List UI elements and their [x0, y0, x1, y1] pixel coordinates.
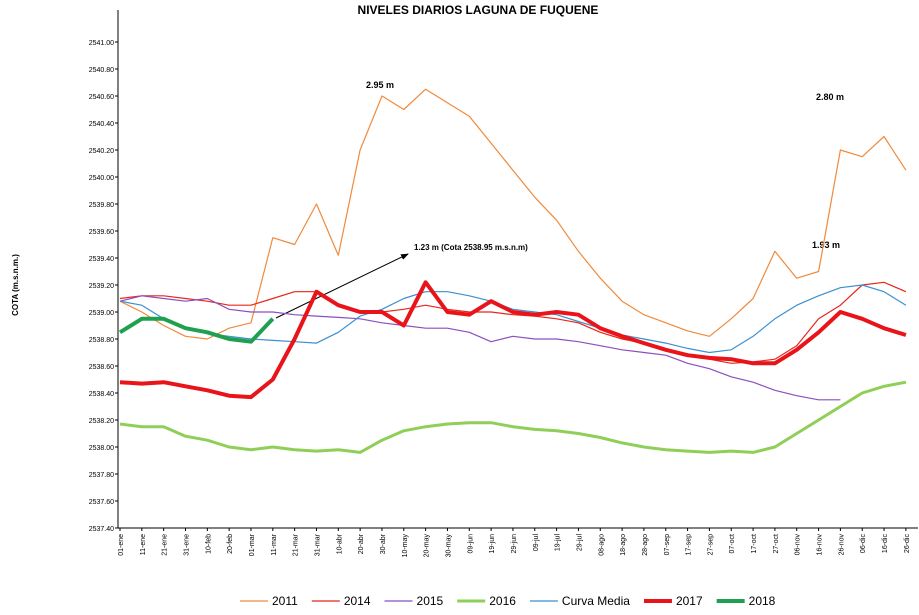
x-tick-label: 18-ago — [620, 534, 627, 556]
x-tick-label: 20-feb — [227, 534, 234, 554]
y-tick-label: 2538.80 — [89, 337, 114, 344]
x-tick-label: 10-abr — [336, 533, 343, 554]
x-tick-label: 30-abr — [380, 533, 387, 554]
x-tick-label: 26-nov — [838, 534, 845, 556]
x-tick-label: 10-feb — [205, 534, 212, 554]
y-tick-label: 2539.20 — [89, 283, 114, 290]
series-line — [118, 316, 275, 344]
x-tick-label: 07-sep — [664, 534, 671, 556]
legend-label: 2016 — [489, 594, 516, 608]
x-tick-label: 09-jul — [533, 534, 540, 552]
x-tick-label: 16-dic — [882, 534, 889, 554]
x-tick-label: 19-jul — [555, 534, 562, 552]
x-tick-label: 08-ago — [598, 534, 605, 556]
y-tick-label: 2541.00 — [89, 40, 114, 47]
series-line — [119, 88, 907, 340]
y-tick-label: 2538.00 — [89, 445, 114, 452]
x-tick-label: 11-ene — [140, 534, 147, 555]
y-tick-label: 2537.60 — [89, 499, 114, 506]
y-tick-label: 2538.40 — [89, 391, 114, 398]
x-tick-label: 30-may — [445, 534, 452, 558]
annotation: 1.93 m — [812, 240, 840, 250]
x-tick-label: 27-oct — [773, 534, 780, 554]
series-line — [119, 280, 907, 400]
series-line — [119, 380, 907, 454]
x-tick-label: 31-ene — [183, 534, 190, 556]
annotation-arrow — [275, 253, 409, 319]
x-tick-label: 17-oct — [751, 534, 758, 554]
y-tick-label: 2538.60 — [89, 364, 114, 371]
x-tick-label: 20-may — [424, 534, 431, 558]
y-tick-label: 2539.40 — [89, 256, 114, 263]
series-line — [119, 284, 907, 354]
annotation: 2.95 m — [366, 80, 394, 90]
x-tick-label: 31-mar — [314, 533, 321, 556]
legend-label: 2014 — [344, 594, 371, 608]
x-tick-label: 10-may — [402, 534, 409, 558]
legend-label: 2015 — [417, 594, 444, 608]
x-tick-label: 29-jul — [576, 534, 583, 552]
y-tick-label: 2540.00 — [89, 175, 114, 182]
x-tick-label: 07-oct — [729, 534, 736, 554]
y-tick-label: 2540.60 — [89, 94, 114, 101]
x-tick-label: 06-nov — [795, 534, 802, 556]
x-tick-label: 17-sep — [686, 534, 693, 556]
x-tick-label: 20-abr — [358, 533, 365, 554]
y-tick-label: 2537.40 — [89, 526, 114, 533]
annotation: 1.23 m (Cota 2538.95 m.s.n.m) — [414, 243, 528, 252]
x-tick-label: 06-dic — [860, 534, 867, 554]
y-tick-label: 2540.20 — [89, 148, 114, 155]
series-line — [119, 295, 841, 401]
x-tick-label: 11-mar — [271, 533, 278, 555]
x-tick-label: 01-mar — [249, 533, 256, 556]
chart-title: NIVELES DIARIOS LAGUNA DE FUQUENE — [358, 3, 599, 17]
y-tick-label: 2539.60 — [89, 229, 114, 236]
series-line — [119, 281, 907, 364]
x-tick-label: 26-dic — [904, 534, 911, 554]
legend-label: 2011 — [272, 594, 298, 608]
x-tick-label: 27-sep — [707, 534, 714, 556]
legend-label: 2017 — [676, 594, 703, 608]
x-tick-label: 28-ago — [642, 534, 649, 556]
y-axis-label: COTA (m.s.n.m.) — [11, 254, 20, 316]
y-tick-label: 2540.40 — [89, 121, 114, 128]
x-tick-label: 29-jun — [511, 534, 518, 554]
x-tick-label: 21-ene — [162, 534, 169, 556]
y-tick-label: 2537.80 — [89, 472, 114, 479]
x-tick-label: 16-nov — [817, 534, 824, 556]
y-tick-label: 2540.80 — [89, 67, 114, 74]
x-tick-label: 01-ene — [118, 534, 125, 556]
x-tick-label: 09-jun — [467, 534, 474, 554]
x-tick-label: 21-mar — [293, 533, 300, 556]
legend-label: 2018 — [749, 594, 776, 608]
y-tick-label: 2539.00 — [89, 310, 114, 317]
y-tick-label: 2538.20 — [89, 418, 114, 425]
annotation: 2.80 m — [816, 92, 844, 102]
x-tick-label: 19-jun — [489, 534, 496, 554]
y-tick-label: 2539.80 — [89, 202, 114, 209]
legend-label: Curva Media — [562, 594, 630, 608]
